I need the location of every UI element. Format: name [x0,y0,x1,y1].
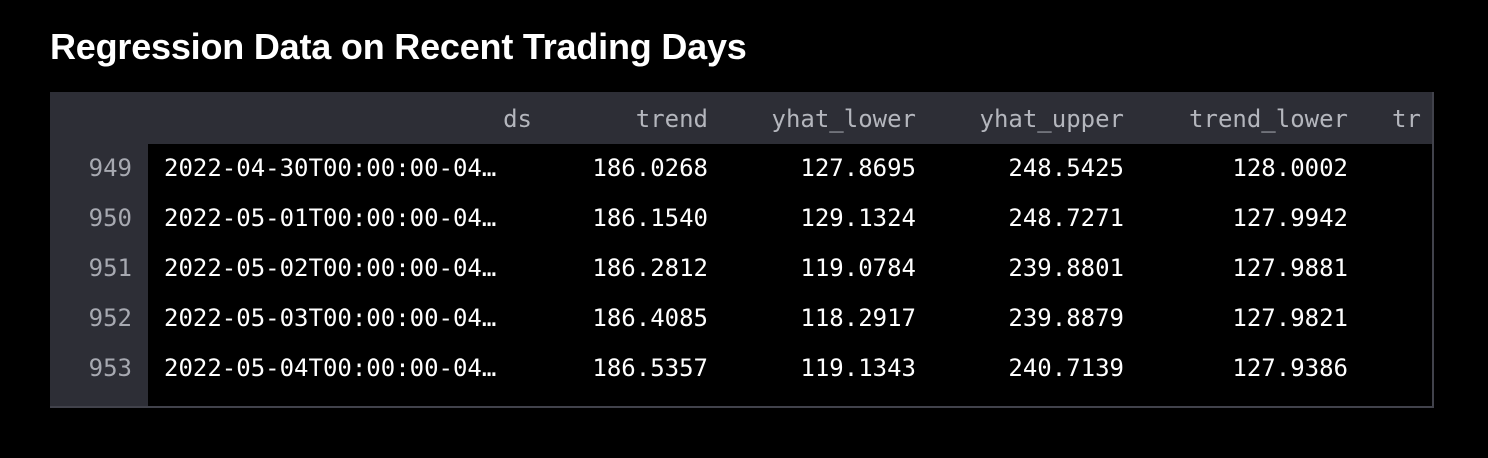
column-header-ds[interactable]: ds [503,105,532,133]
cell-ds[interactable]: 2022-05-04T00:00:00-04… [164,354,497,382]
cell-trend-lower[interactable]: 127.9386 [1232,354,1348,382]
cell-ds[interactable]: 2022-05-02T00:00:00-04… [164,254,497,282]
cell-trend[interactable]: 186.1540 [592,204,708,232]
row-index: 952 [88,304,132,332]
cell-yhat-lower[interactable]: 129.1324 [800,204,916,232]
cell-ds[interactable]: 2022-04-30T00:00:00-04… [164,154,497,182]
cell-yhat-upper[interactable]: 240.7139 [1008,354,1124,382]
row-index: 950 [88,204,132,232]
page-title: Regression Data on Recent Trading Days [50,26,747,67]
row-index: 953 [88,354,132,382]
cell-ds[interactable]: 2022-05-01T00:00:00-04… [164,204,497,232]
cell-trend[interactable]: 186.5357 [592,354,708,382]
cell-trend-lower[interactable]: 128.0002 [1232,154,1348,182]
row-index: 951 [88,254,132,282]
cell-yhat-upper[interactable]: 248.7271 [1008,204,1124,232]
cell-yhat-upper[interactable]: 239.8801 [1008,254,1124,282]
cell-yhat-upper[interactable]: 248.5425 [1008,154,1124,182]
column-header-trend-lower[interactable]: trend_lower [1189,105,1348,133]
column-header-truncated[interactable]: tr [1392,105,1421,133]
column-header-yhat-upper[interactable]: yhat_upper [979,105,1125,133]
cell-yhat-lower[interactable]: 118.2917 [800,304,916,332]
table-body-area [148,144,1432,406]
cell-yhat-lower[interactable]: 127.8695 [800,154,916,182]
cell-yhat-lower[interactable]: 119.1343 [800,354,916,382]
column-header-trend[interactable]: trend [635,105,708,133]
cell-ds[interactable]: 2022-05-03T00:00:00-04… [164,304,497,332]
cell-trend-lower[interactable]: 127.9881 [1232,254,1348,282]
cell-yhat-upper[interactable]: 239.8879 [1008,304,1124,332]
cell-trend[interactable]: 186.0268 [592,154,708,182]
cell-trend[interactable]: 186.4085 [592,304,708,332]
cell-trend-lower[interactable]: 127.9821 [1232,304,1348,332]
row-index: 949 [88,154,132,182]
data-table[interactable]: ds trend yhat_lower yhat_upper trend_low… [50,92,1434,408]
column-header-yhat-lower[interactable]: yhat_lower [771,105,917,133]
cell-yhat-lower[interactable]: 119.0784 [800,254,916,282]
cell-trend[interactable]: 186.2812 [592,254,708,282]
cell-trend-lower[interactable]: 127.9942 [1232,204,1348,232]
